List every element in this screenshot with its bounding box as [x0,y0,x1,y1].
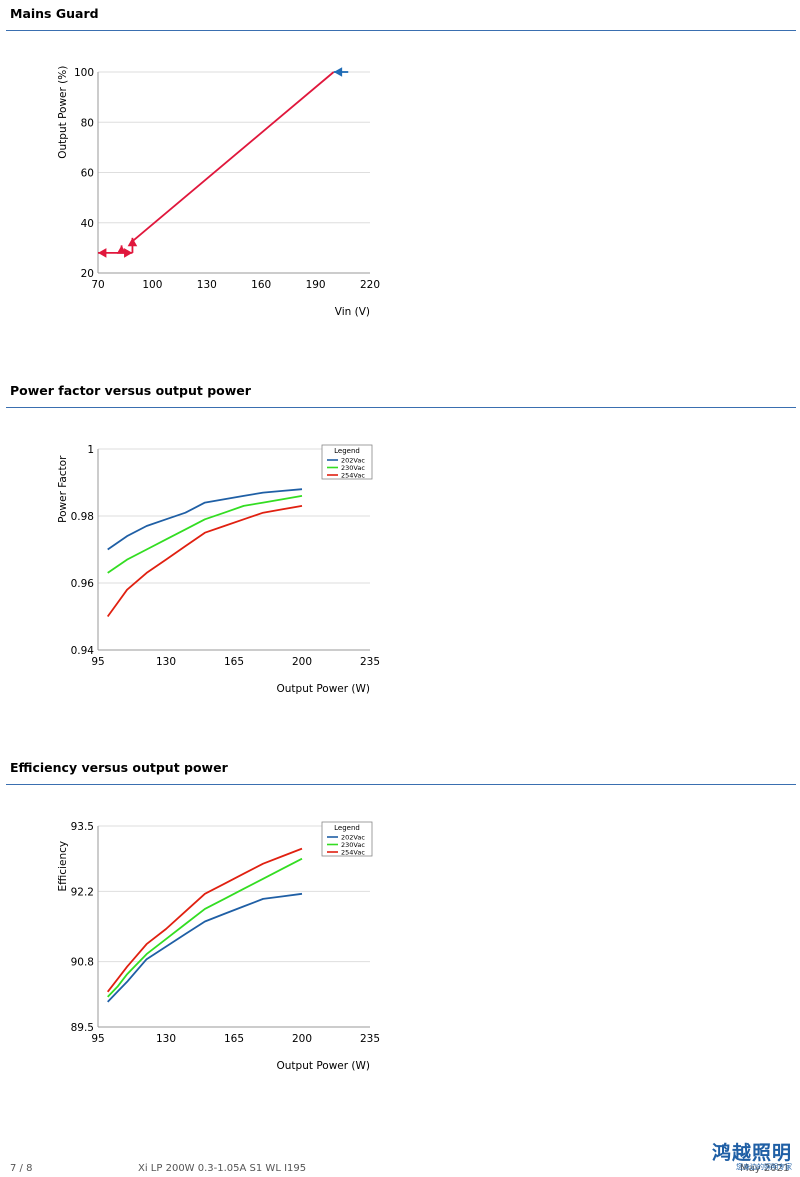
chart-mains-guard: 20 40 60 80 100 70 100 130 160 190 220 Vin (V) Outpu… [57,66,380,318]
x-axis-label: Vin (V) [335,306,370,318]
x-tick-label: 160 [251,279,271,291]
y-tick-label: 60 [81,168,94,180]
y-tick-label: 0.98 [71,511,94,523]
series-line [107,488,303,551]
y-axis-label: Efficiency [57,841,69,892]
x-tick-label: 95 [91,656,104,668]
arrow-head [333,67,343,77]
legend-entry: 202Vac [341,457,365,465]
x-axis-label: Output Power (W) [277,683,370,695]
arrow-head [116,245,127,254]
legend-box [321,444,373,480]
logo-wordmark: 鸿越照明 [711,1142,792,1164]
company-logo: 鸿越照明 您身边的照明专家 [692,1143,792,1171]
page-number: 7 / 8 [10,1163,33,1174]
y-tick-label: 92.2 [71,886,94,898]
section-title-efficiency: Efficiency versus output power [10,760,228,775]
document-date: May 2021 [740,1163,790,1174]
y-tick-label: 20 [81,268,94,280]
legend-entry: 230Vac [341,464,365,472]
series-line [107,857,303,998]
x-tick-label: 100 [142,279,162,291]
section-title-power-factor: Power factor versus output power [10,383,251,398]
arrow-head [124,248,133,258]
legend-entry: 254Vac [341,472,365,480]
x-tick-label: 200 [292,656,312,668]
legend-title: Legend [334,447,360,455]
y-tick-label: 0.96 [71,578,95,590]
series-line [107,892,303,1003]
x-tick-label: 95 [91,1033,104,1045]
x-axis-label: Output Power (W) [277,1060,370,1072]
y-tick-label: 93.5 [71,821,94,833]
x-tick-label: 70 [91,279,104,291]
product-name: Xi LP 200W 0.3-1.05A S1 WL I195 [138,1163,307,1174]
x-tick-label: 165 [224,656,244,668]
section-divider [6,407,796,408]
section-divider [6,784,796,785]
y-tick-label: 80 [81,117,94,129]
y-tick-label: 90.8 [71,957,94,969]
series-line [106,847,303,993]
section-divider [6,30,796,31]
x-tick-label: 130 [197,279,217,291]
legend-entry: 230Vac [341,841,365,849]
y-tick-label: 40 [81,218,94,230]
x-tick-label: 130 [156,656,176,668]
chart-power-factor: 0.94 0.96 0.98 1 95 130 165 200 235 Output Power … [57,444,380,695]
x-tick-label: 235 [360,1033,380,1045]
x-tick-label: 220 [360,279,380,291]
y-axis-label: Power Factor [57,455,69,523]
arrow-head [98,248,107,258]
legend-entry: 202Vac [341,834,365,842]
y-tick-label: 100 [74,67,94,79]
y-tick-label: 0.94 [71,645,95,657]
logo-tagline: 您身边的照明专家 [736,1163,792,1171]
x-tick-label: 190 [306,279,326,291]
y-tick-label: 1 [87,444,94,456]
section-title-mains-guard: Mains Guard [10,6,99,21]
legend-box [321,821,373,857]
series-line [130,71,335,244]
chart-efficiency: 89.5 90.8 92.2 93.5 95 130 165 200 235 Output Pow… [57,821,380,1072]
legend-title: Legend [334,824,360,832]
series-line [107,495,303,574]
x-tick-label: 235 [360,656,380,668]
x-tick-label: 200 [292,1033,312,1045]
x-tick-label: 130 [156,1033,176,1045]
y-tick-label: 89.5 [71,1022,94,1034]
series-line [106,505,303,618]
x-tick-label: 165 [224,1033,244,1045]
arrow-head [127,237,138,247]
y-axis-label: Output Power (%) [57,66,69,159]
legend-entry: 254Vac [341,849,365,857]
